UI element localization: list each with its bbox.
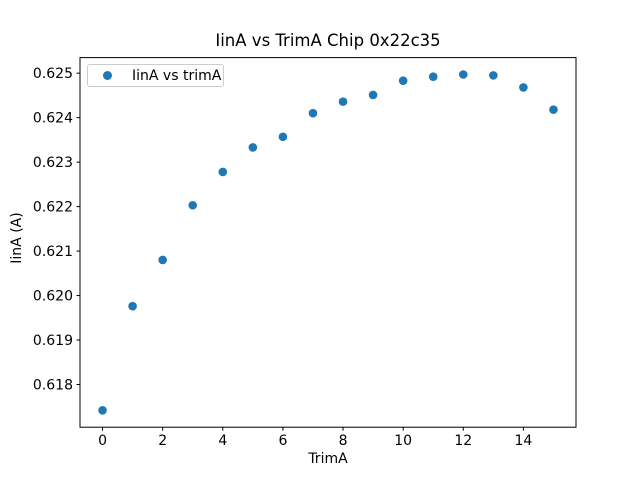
y-tick-label: 0.622 bbox=[33, 199, 73, 215]
scatter-point bbox=[368, 90, 378, 100]
x-tick-label: 2 bbox=[158, 433, 167, 449]
scatter-point bbox=[458, 70, 468, 79]
x-tick-label: 14 bbox=[514, 433, 532, 449]
x-tick-label: 10 bbox=[394, 433, 412, 449]
scatter-point bbox=[308, 108, 318, 118]
scatter-point bbox=[248, 143, 258, 152]
y-tick-label: 0.621 bbox=[33, 244, 73, 260]
scatter-point bbox=[278, 132, 288, 142]
y-tick-label: 0.624 bbox=[33, 111, 73, 127]
y-tick-label: 0.625 bbox=[33, 66, 73, 82]
legend-marker-icon bbox=[103, 71, 112, 80]
scatter-point bbox=[158, 255, 167, 265]
y-tick-label: 0.619 bbox=[33, 333, 73, 349]
x-tick-label: 8 bbox=[339, 433, 348, 449]
legend: IinA vs trimA bbox=[87, 64, 224, 87]
legend-label: IinA vs trimA bbox=[132, 67, 222, 84]
y-tick-label: 0.618 bbox=[33, 377, 73, 393]
x-tick-label: 0 bbox=[98, 433, 107, 449]
x-tick-label: 6 bbox=[278, 433, 287, 449]
scatter-point bbox=[188, 200, 198, 210]
scatter-point bbox=[549, 105, 558, 114]
y-axis-label: IinA (A) bbox=[9, 212, 25, 264]
scatter-point bbox=[428, 72, 438, 82]
scatter-point bbox=[519, 83, 528, 92]
scatter-point bbox=[489, 71, 498, 80]
x-tick-label: 4 bbox=[218, 433, 227, 449]
axes-frame bbox=[79, 57, 577, 428]
x-tick-label: 12 bbox=[454, 433, 472, 449]
scatter-point bbox=[218, 167, 228, 177]
scatter-point bbox=[338, 97, 348, 106]
y-tick-label: 0.623 bbox=[33, 155, 73, 171]
x-axis-label: TrimA bbox=[308, 451, 348, 467]
scatter-point bbox=[98, 405, 107, 415]
y-tick-label: 0.620 bbox=[33, 288, 73, 304]
chart-title: IinA vs TrimA Chip 0x22c35 bbox=[215, 31, 441, 50]
scatter-point bbox=[398, 76, 408, 86]
scatter-point bbox=[128, 301, 137, 311]
